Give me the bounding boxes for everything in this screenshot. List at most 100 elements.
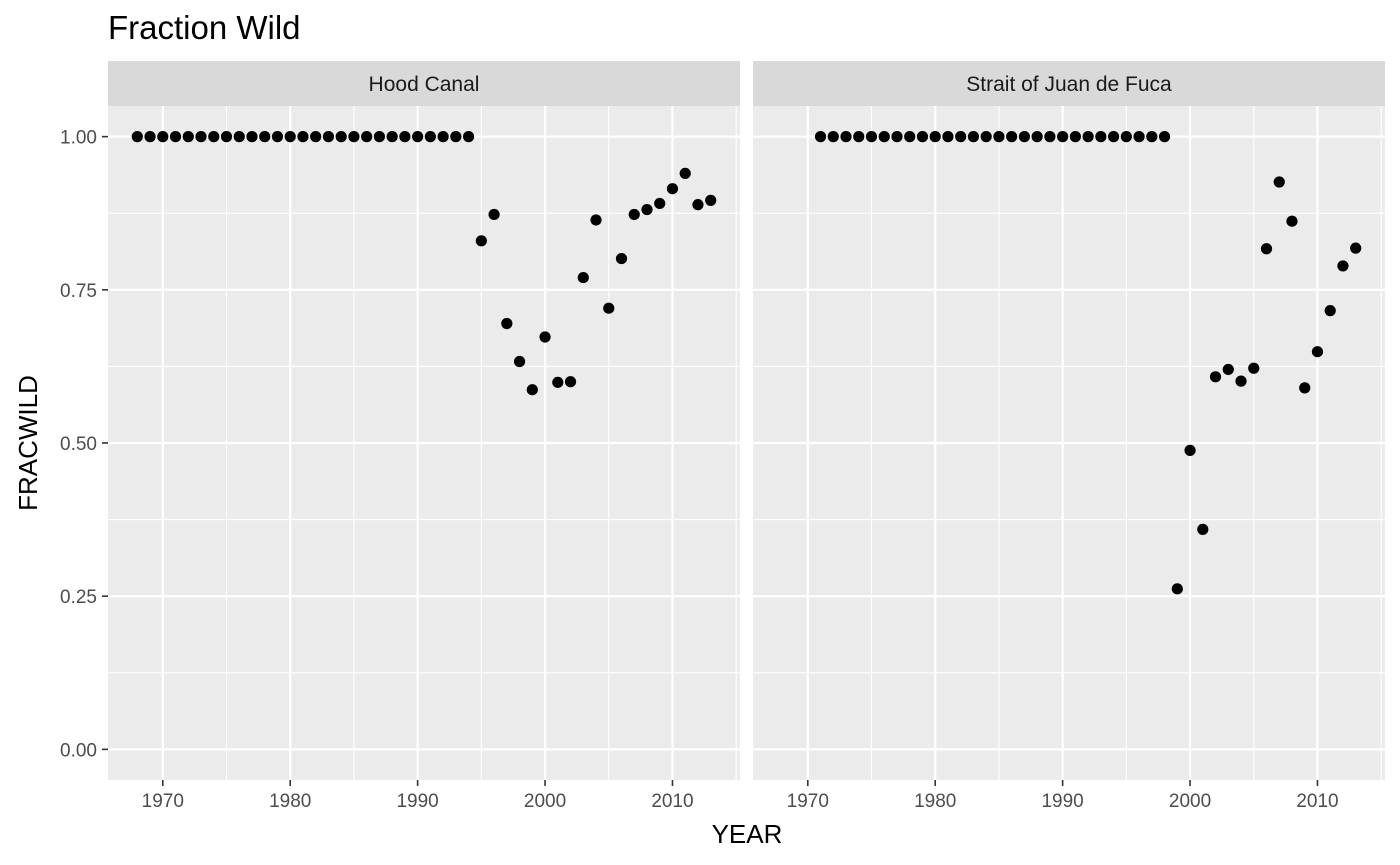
panel-0: Hood Canal 1970 1980 1990 2000 2010: [108, 61, 740, 812]
data-point: [955, 131, 967, 143]
y-tick-label: 0.25: [60, 587, 97, 608]
panel-1: Strait of Juan de Fuca 1970 1980 1990 2000 20…: [753, 61, 1385, 812]
data-point: [310, 131, 322, 143]
data-point: [284, 131, 296, 143]
data-point: [412, 131, 424, 143]
data-point: [1222, 363, 1234, 376]
data-point: [904, 131, 916, 143]
data-point: [182, 131, 194, 143]
data-point: [552, 376, 564, 388]
data-point: [692, 199, 704, 211]
facet-strip: [753, 61, 1385, 106]
data-point: [1260, 243, 1273, 255]
data-point: [1286, 215, 1298, 227]
data-point: [373, 131, 386, 143]
data-point: [144, 131, 156, 143]
data-point: [577, 271, 589, 284]
data-point: [526, 384, 538, 396]
data-point: [361, 131, 373, 143]
y-tick-label: 1.00: [60, 128, 97, 149]
data-point: [1337, 260, 1349, 272]
data-point: [1273, 176, 1285, 188]
data-point: [424, 131, 436, 143]
data-point: [1184, 444, 1196, 456]
data-point: [1235, 375, 1247, 387]
data-point: [1095, 131, 1107, 143]
chart-title: Fraction Wild: [108, 9, 301, 46]
data-point: [1299, 382, 1311, 394]
data-point: [1248, 362, 1260, 374]
data-point: [1044, 131, 1056, 143]
data-point: [259, 131, 271, 143]
data-point: [641, 203, 653, 216]
data-point: [615, 252, 628, 265]
x-tick-label: 1970: [787, 791, 829, 812]
data-point: [1006, 131, 1018, 143]
data-point: [539, 331, 551, 343]
data-point: [169, 131, 182, 143]
data-point: [1324, 305, 1336, 317]
data-point: [1158, 131, 1171, 143]
x-tick-label: 2010: [1296, 791, 1338, 812]
facet-label: Hood Canal: [369, 73, 480, 96]
data-point: [865, 131, 878, 143]
data-point: [462, 131, 475, 143]
y-tick-label: 0.75: [60, 281, 97, 302]
x-tick-label: 2010: [651, 791, 693, 812]
data-point: [399, 131, 411, 143]
data-point: [1031, 131, 1043, 143]
data-point: [1171, 583, 1183, 595]
data-point: [348, 131, 360, 143]
data-point: [271, 131, 284, 143]
data-point: [475, 235, 487, 247]
data-point: [967, 131, 980, 143]
data-point: [450, 131, 462, 143]
x-tick-label: 1990: [1041, 791, 1083, 812]
data-point: [814, 131, 827, 143]
data-point: [488, 208, 500, 221]
data-point: [1069, 131, 1081, 143]
data-point: [827, 131, 839, 143]
data-point: [437, 131, 449, 143]
data-point: [1018, 131, 1031, 143]
data-point: [1133, 131, 1145, 143]
data-point: [628, 208, 640, 221]
data-point: [891, 131, 903, 143]
data-point: [1107, 131, 1120, 143]
data-point: [980, 131, 992, 143]
data-point: [246, 131, 258, 143]
data-point: [1082, 131, 1094, 143]
x-axis-title: YEAR: [712, 819, 783, 849]
data-point: [1350, 242, 1362, 254]
x-tick-label: 1970: [142, 791, 184, 812]
data-point: [131, 131, 143, 143]
y-axis-title: FRACWILD: [13, 375, 43, 511]
data-point: [322, 131, 335, 143]
data-point: [564, 376, 577, 388]
facet-strip: [108, 61, 740, 106]
data-point: [1120, 131, 1132, 143]
y-axis: 0.00 0.25 0.50 0.75 1.00: [60, 128, 108, 761]
data-point: [993, 131, 1005, 143]
data-point: [654, 197, 666, 210]
y-tick-label: 0.50: [60, 434, 97, 455]
data-point: [942, 131, 954, 143]
x-tick-label: 1990: [396, 791, 438, 812]
data-point: [916, 131, 929, 143]
data-point: [679, 167, 691, 179]
data-point: [233, 131, 245, 143]
data-point: [335, 131, 347, 143]
x-tick-label: 2000: [1169, 791, 1211, 812]
data-point: [840, 131, 852, 143]
data-point: [1209, 371, 1222, 383]
data-point: [297, 131, 309, 143]
data-point: [705, 194, 717, 206]
data-point: [1197, 523, 1209, 535]
facet-label: Strait of Juan de Fuca: [966, 73, 1172, 96]
data-point: [1057, 131, 1069, 143]
x-tick-label: 2000: [524, 791, 566, 812]
data-point: [501, 317, 513, 330]
data-point: [195, 131, 207, 143]
